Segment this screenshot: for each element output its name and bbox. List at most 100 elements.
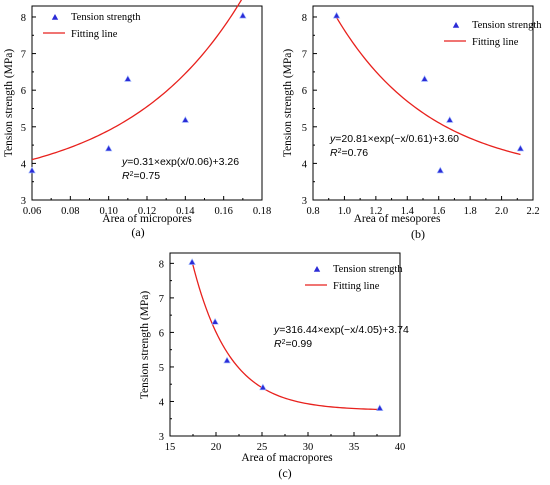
equation-var: y bbox=[329, 133, 336, 145]
data-point bbox=[376, 404, 384, 411]
r-squared-exponent: 2 bbox=[338, 148, 342, 155]
x-tick-label: 15 bbox=[165, 442, 176, 453]
data-point bbox=[223, 356, 231, 364]
fitting-line bbox=[31, 0, 243, 161]
y-tick-label: 7 bbox=[159, 294, 164, 305]
r-squared: R2=0.76 bbox=[330, 147, 368, 159]
y-tick-label: 7 bbox=[21, 50, 26, 61]
data-point bbox=[436, 166, 444, 174]
legend-label-fit: Fitting line bbox=[472, 37, 519, 48]
data-point bbox=[124, 75, 132, 82]
y-axis-title: Tension strength (MPa) bbox=[3, 49, 15, 158]
x-tick-label: 0.14 bbox=[176, 206, 195, 217]
y-axis-title: Tension strength (MPa) bbox=[282, 49, 294, 158]
r-squared-value: =0.99 bbox=[286, 338, 313, 350]
data-point bbox=[446, 116, 454, 123]
y-tick-label: 3 bbox=[302, 196, 307, 207]
y-tick-label: 6 bbox=[21, 86, 26, 97]
panel-label: (b) bbox=[411, 227, 425, 241]
legend-marker-icon bbox=[51, 14, 59, 20]
data-point bbox=[420, 75, 429, 82]
data-point bbox=[239, 11, 247, 19]
r-squared-value: =0.76 bbox=[342, 147, 369, 159]
x-tick-label: 2.2 bbox=[526, 206, 539, 217]
fitting-line bbox=[191, 261, 380, 411]
y-tick-label: 4 bbox=[302, 159, 308, 170]
r-squared: R2=0.75 bbox=[122, 170, 160, 182]
r-squared-exponent: 2 bbox=[282, 339, 286, 346]
fit-equation: y=316.44×exp(−x/4.05)+3.74 bbox=[273, 324, 409, 336]
data-point bbox=[181, 116, 190, 123]
r-squared-value: =0.75 bbox=[134, 170, 161, 182]
x-tick-label: 20 bbox=[211, 442, 222, 453]
x-tick-label: 40 bbox=[395, 442, 406, 453]
y-tick-label: 5 bbox=[21, 123, 26, 134]
legend: Tension strength Fitting line bbox=[305, 264, 403, 292]
x-tick-label: 0.12 bbox=[138, 206, 156, 217]
data-point bbox=[259, 383, 267, 391]
chart-panel-c: 15 20 25 30 35 40 3 4 5 6 7 8 Area of macropores Tens… bbox=[139, 252, 409, 480]
fit-equation: y=0.31×exp(x/0.06)+3.26 bbox=[121, 156, 239, 168]
y-axis-title: Tension strength (MPa) bbox=[139, 291, 151, 400]
plot-frame bbox=[312, 5, 534, 201]
y-tick-label: 4 bbox=[159, 397, 165, 408]
equation-body: =20.81×exp(−x/0.61)+3.60 bbox=[335, 133, 459, 145]
equation-var: y bbox=[273, 324, 280, 336]
x-tick-label: 0.06 bbox=[23, 206, 41, 217]
x-tick-label: 35 bbox=[349, 442, 360, 453]
r-squared: R2=0.99 bbox=[274, 338, 312, 350]
y-tick-label: 5 bbox=[159, 363, 164, 374]
y-tick-label: 6 bbox=[159, 328, 164, 339]
y-tick-label: 3 bbox=[159, 432, 164, 443]
x-tick-label: 1.6 bbox=[432, 206, 445, 217]
fitting-line bbox=[336, 17, 521, 156]
x-tick-label: 0.08 bbox=[61, 206, 79, 217]
legend-label-tension: Tension strength bbox=[472, 20, 542, 31]
equation-body: =316.44×exp(−x/4.05)+3.74 bbox=[279, 324, 409, 336]
data-point bbox=[104, 144, 113, 152]
legend-label-fit: Fitting line bbox=[71, 29, 118, 40]
legend-label-fit: Fitting line bbox=[333, 281, 380, 292]
panel-label: (c) bbox=[278, 466, 291, 480]
x-tick-label: 1.4 bbox=[401, 206, 415, 217]
r-squared-exponent: 2 bbox=[130, 171, 134, 178]
r-symbol: R bbox=[122, 170, 130, 182]
legend-marker-icon bbox=[452, 22, 460, 28]
r-symbol: R bbox=[330, 147, 338, 159]
x-tick-label: 1.8 bbox=[464, 206, 477, 217]
x-axis-title: Area of macropores bbox=[241, 452, 333, 464]
x-tick-label: 30 bbox=[303, 442, 314, 453]
y-tick-label: 8 bbox=[159, 259, 164, 270]
y-tick-label: 5 bbox=[302, 123, 307, 134]
legend-marker-icon bbox=[313, 266, 321, 272]
legend-label-tension: Tension strength bbox=[71, 12, 141, 23]
y-tick-label: 3 bbox=[21, 196, 26, 207]
fit-equation: y=20.81×exp(−x/0.61)+3.60 bbox=[329, 133, 459, 145]
x-tick-label: 1.2 bbox=[369, 206, 382, 217]
y-tick-label: 6 bbox=[302, 86, 307, 97]
chart-panel-b: 0.8 1.0 1.2 1.4 1.6 1.8 2.0 2.2 3 4 5 6 7 8 Area of me… bbox=[282, 5, 542, 241]
x-tick-label: 0.16 bbox=[214, 206, 232, 217]
x-tick-label: 0.18 bbox=[253, 206, 271, 217]
x-tick-label: 0.8 bbox=[306, 206, 319, 217]
legend: Tension strength Fitting line bbox=[43, 12, 141, 40]
x-tick-label: 1.0 bbox=[338, 206, 351, 217]
data-point bbox=[188, 258, 196, 265]
x-tick-label: 0.10 bbox=[99, 206, 117, 217]
y-tick-label: 7 bbox=[302, 50, 307, 61]
x-tick-label: 25 bbox=[257, 442, 268, 453]
legend: Tension strength Fitting line bbox=[444, 20, 542, 48]
equation-body: =0.31×exp(x/0.06)+3.26 bbox=[127, 156, 239, 168]
chart-panel-a: 0.06 0.08 0.10 0.12 0.14 0.16 0.18 3 4 5 6 7 8 Area o… bbox=[3, 0, 271, 239]
data-point bbox=[211, 317, 219, 325]
x-axis-title: Area of micropores bbox=[102, 213, 192, 225]
r-symbol: R bbox=[274, 338, 282, 350]
y-tick-label: 8 bbox=[302, 13, 307, 24]
panel-label: (a) bbox=[131, 225, 144, 239]
y-tick-label: 4 bbox=[21, 159, 27, 170]
data-point bbox=[332, 11, 341, 19]
data-point bbox=[28, 166, 36, 174]
data-point bbox=[516, 144, 525, 152]
x-tick-label: 2.0 bbox=[495, 206, 508, 217]
